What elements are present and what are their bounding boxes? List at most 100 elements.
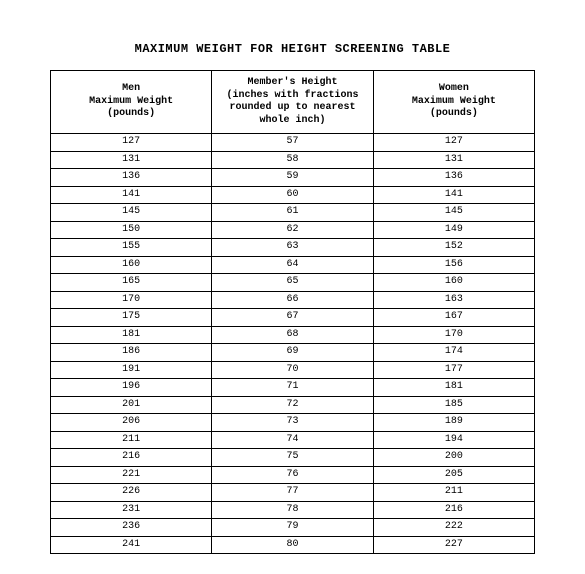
cell-men: 196 — [51, 379, 212, 397]
table-row: 14160141 — [51, 186, 535, 204]
cell-women: 222 — [373, 519, 534, 537]
cell-men: 141 — [51, 186, 212, 204]
table-row: 20172185 — [51, 396, 535, 414]
table-row: 14561145 — [51, 204, 535, 222]
cell-women: 156 — [373, 256, 534, 274]
page: MAXIMUM WEIGHT FOR HEIGHT SCREENING TABL… — [0, 0, 585, 574]
cell-men: 175 — [51, 309, 212, 327]
cell-women: 200 — [373, 449, 534, 467]
col-header-women: WomenMaximum Weight(pounds) — [373, 71, 534, 134]
cell-height: 62 — [212, 221, 374, 239]
cell-women: 181 — [373, 379, 534, 397]
cell-height: 65 — [212, 274, 374, 292]
cell-men: 211 — [51, 431, 212, 449]
cell-men: 221 — [51, 466, 212, 484]
cell-height: 67 — [212, 309, 374, 327]
table-row: 21675200 — [51, 449, 535, 467]
table-row: 18669174 — [51, 344, 535, 362]
cell-height: 63 — [212, 239, 374, 257]
cell-men: 236 — [51, 519, 212, 537]
cell-height: 60 — [212, 186, 374, 204]
cell-height: 80 — [212, 536, 374, 554]
table-row: 13158131 — [51, 151, 535, 169]
cell-men: 191 — [51, 361, 212, 379]
table-header-row: MenMaximum Weight(pounds) Member's Heigh… — [51, 71, 535, 134]
table-row: 20673189 — [51, 414, 535, 432]
cell-women: 141 — [373, 186, 534, 204]
table-row: 22677211 — [51, 484, 535, 502]
table-row: 18168170 — [51, 326, 535, 344]
cell-women: 160 — [373, 274, 534, 292]
table-row: 23679222 — [51, 519, 535, 537]
cell-men: 170 — [51, 291, 212, 309]
cell-men: 155 — [51, 239, 212, 257]
cell-men: 131 — [51, 151, 212, 169]
cell-women: 185 — [373, 396, 534, 414]
table-row: 22176205 — [51, 466, 535, 484]
table-row: 24180227 — [51, 536, 535, 554]
cell-height: 61 — [212, 204, 374, 222]
table-row: 21174194 — [51, 431, 535, 449]
cell-men: 145 — [51, 204, 212, 222]
cell-women: 211 — [373, 484, 534, 502]
cell-men: 201 — [51, 396, 212, 414]
cell-men: 160 — [51, 256, 212, 274]
cell-women: 216 — [373, 501, 534, 519]
table-body: 1275712713158131136591361416014114561145… — [51, 134, 535, 554]
table-row: 16565160 — [51, 274, 535, 292]
col-header-men: MenMaximum Weight(pounds) — [51, 71, 212, 134]
cell-height: 77 — [212, 484, 374, 502]
screening-table: MenMaximum Weight(pounds) Member's Heigh… — [50, 70, 535, 554]
cell-women: 177 — [373, 361, 534, 379]
cell-height: 64 — [212, 256, 374, 274]
cell-men: 165 — [51, 274, 212, 292]
cell-height: 66 — [212, 291, 374, 309]
cell-men: 136 — [51, 169, 212, 187]
cell-women: 152 — [373, 239, 534, 257]
cell-women: 205 — [373, 466, 534, 484]
table-row: 19671181 — [51, 379, 535, 397]
cell-height: 78 — [212, 501, 374, 519]
cell-women: 145 — [373, 204, 534, 222]
cell-men: 226 — [51, 484, 212, 502]
cell-men: 231 — [51, 501, 212, 519]
cell-women: 163 — [373, 291, 534, 309]
table-row: 17066163 — [51, 291, 535, 309]
cell-height: 73 — [212, 414, 374, 432]
page-title: MAXIMUM WEIGHT FOR HEIGHT SCREENING TABL… — [50, 42, 535, 56]
table-row: 23178216 — [51, 501, 535, 519]
table-row: 15563152 — [51, 239, 535, 257]
table-header: MenMaximum Weight(pounds) Member's Heigh… — [51, 71, 535, 134]
cell-women: 136 — [373, 169, 534, 187]
cell-height: 71 — [212, 379, 374, 397]
cell-height: 79 — [212, 519, 374, 537]
cell-men: 206 — [51, 414, 212, 432]
cell-height: 57 — [212, 134, 374, 152]
table-row: 19170177 — [51, 361, 535, 379]
cell-height: 68 — [212, 326, 374, 344]
cell-women: 194 — [373, 431, 534, 449]
cell-height: 75 — [212, 449, 374, 467]
cell-men: 186 — [51, 344, 212, 362]
table-row: 16064156 — [51, 256, 535, 274]
cell-men: 150 — [51, 221, 212, 239]
cell-height: 70 — [212, 361, 374, 379]
col-header-height: Member's Height(inches with fractionsrou… — [212, 71, 374, 134]
cell-women: 227 — [373, 536, 534, 554]
cell-height: 59 — [212, 169, 374, 187]
cell-women: 149 — [373, 221, 534, 239]
cell-women: 167 — [373, 309, 534, 327]
cell-women: 170 — [373, 326, 534, 344]
cell-women: 189 — [373, 414, 534, 432]
cell-men: 216 — [51, 449, 212, 467]
table-row: 13659136 — [51, 169, 535, 187]
cell-height: 72 — [212, 396, 374, 414]
table-row: 15062149 — [51, 221, 535, 239]
cell-men: 127 — [51, 134, 212, 152]
cell-men: 181 — [51, 326, 212, 344]
table-row: 12757127 — [51, 134, 535, 152]
cell-height: 58 — [212, 151, 374, 169]
table-row: 17567167 — [51, 309, 535, 327]
cell-women: 131 — [373, 151, 534, 169]
cell-height: 76 — [212, 466, 374, 484]
